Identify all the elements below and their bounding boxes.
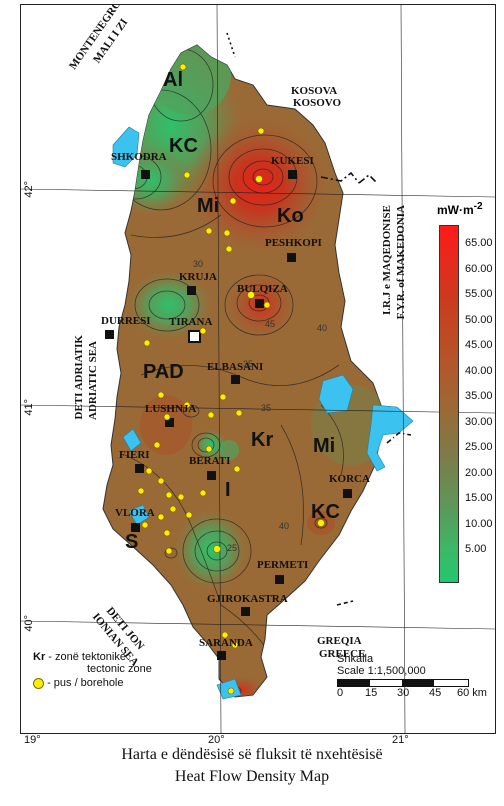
scale-mark: 0 [337, 687, 344, 699]
lagoon-karavasta [122, 428, 142, 452]
legend-tick: 65.00 [465, 237, 493, 249]
label-elbasani: ELBASANI [207, 361, 264, 373]
scale-graphic [337, 679, 469, 687]
zone-ko: Ko [277, 205, 304, 227]
legend-unit-text: mW·m [437, 203, 474, 217]
label-tirana: TIRANA [169, 316, 213, 328]
legend-tick: 35.00 [465, 390, 493, 402]
lagoon-narta [128, 504, 150, 526]
lake-ohrid [318, 374, 354, 414]
scale-bar: Shkalla Scale 1:1,500,000 0 15 30 45 60 … [337, 653, 487, 701]
city-markers [105, 170, 352, 660]
zone-kc-north: KC [169, 135, 198, 157]
zone-mi-south: Mi [313, 435, 336, 457]
contour-label: 25 [227, 543, 238, 553]
contour-label: 40 [279, 521, 290, 531]
label-kosovo-al: KOSOVA [291, 85, 338, 97]
zone-kr: Kr [251, 429, 274, 451]
borehole-symbol-icon [33, 677, 44, 689]
zone-s: S [125, 531, 139, 553]
label-adriatic-en: ADRIATIC SEA [87, 341, 99, 420]
label-peshkopi: PESHKOPI [265, 237, 322, 249]
label-berati: BERATI [189, 455, 231, 467]
label-macedonia-al: I.R.J e MAQEDONISE [381, 205, 393, 316]
symbol-legend-zone-en: tectonic zone [87, 663, 152, 675]
label-gjirokastra: GJIROKASTRA [207, 593, 288, 605]
label-adriatic-al: DETI ADRIATIK [73, 335, 85, 420]
symbol-legend: Kr - zonë tektonike tectonic zone - pus … [33, 651, 152, 689]
label-kruja: KRUJA [179, 271, 217, 283]
legend-unit: mW·m-2 [437, 201, 483, 217]
contour-label: 45 [265, 319, 276, 329]
label-shkodra: SHKODRA [111, 151, 167, 163]
label-permeti: PERMETI [257, 559, 309, 571]
map-caption: Harta e dëndësisë së fluksit të nxehtësi… [0, 744, 504, 788]
contour-label: 35 [261, 403, 272, 413]
label-macedonia-en: F.Y.R. of MAKEDONIA [395, 205, 407, 320]
zone-pad: PAD [143, 361, 184, 383]
contour-label: 35 [243, 359, 254, 369]
scale-mark: 15 [365, 687, 378, 699]
legend-tick: 5.00 [465, 543, 487, 555]
legend-tick: 50.00 [465, 313, 493, 326]
scale-title-al: Shkalla [337, 653, 374, 665]
zone-mi-north: Mi [197, 195, 220, 217]
contour-label: 30 [193, 259, 204, 269]
legend-tick: 15.00 [465, 492, 493, 504]
label-korca: KORCA [329, 473, 370, 485]
label-bulqiza: BULQIZA [237, 283, 288, 295]
caption-title-en: Heat Flow Density Map [174, 768, 330, 785]
legend-tick: 30.00 [465, 415, 493, 428]
label-durresi: DURRESI [101, 315, 151, 327]
legend-tick: 45.00 [465, 339, 493, 351]
legend-tick: 10.00 [465, 517, 493, 530]
symbol-legend-zone: Kr [33, 651, 46, 663]
lon-21-label: 21° [392, 734, 409, 746]
lat-42-label: 42° [23, 181, 35, 198]
lake-prespa [366, 404, 414, 472]
scale-mark: 30 [397, 687, 410, 699]
scale-title-en: Scale 1:1,500,000 [337, 665, 426, 677]
zone-al: Al [163, 69, 183, 91]
contour-label: 40 [317, 323, 328, 333]
label-kukesi: KUKESI [271, 155, 314, 167]
national-borders [226, 32, 412, 606]
borehole-markers [137, 63, 325, 695]
symbol-legend-borehole: - pus / borehole [47, 677, 124, 689]
lat-41-label: 41° [23, 399, 35, 416]
legend-tick: 55.00 [465, 288, 493, 300]
zone-kc-south: KC [311, 501, 340, 523]
label-kosovo-en: KOSOVO [293, 97, 342, 109]
zone-i: I [225, 479, 231, 501]
scale-mark: 60 km [457, 687, 487, 699]
label-greece-en: GREECE [319, 648, 366, 660]
caption-title-al: Harta e dëndësisë së fluksit të nxehtësi… [121, 746, 383, 763]
label-lushnja: LUSHNJA [145, 403, 197, 415]
symbol-legend-zone-al: - zonë tektonike [48, 651, 126, 663]
label-greece-al: GREQIA [317, 635, 362, 647]
lat-40-label: 40° [23, 615, 35, 632]
map-frame: MALI I ZI MONTENEGRO KOSOVA KOSOVO I.R.J… [20, 4, 496, 734]
legend-tick: 25.00 [465, 441, 493, 453]
lake-shkodra [112, 126, 140, 168]
legend-unit-exponent: -2 [473, 201, 483, 212]
map-canvas [21, 5, 495, 733]
legend-tick: 40.00 [465, 364, 493, 377]
label-vlora: VLORA [115, 507, 155, 519]
scale-mark: 45 [429, 687, 442, 699]
lon-20-label: 20° [208, 734, 225, 746]
legend-tick: 60.00 [465, 262, 493, 275]
lon-19-label: 19° [24, 734, 41, 746]
legend-color-bar [439, 225, 459, 583]
legend-tick: 20.00 [465, 466, 493, 479]
graticule [21, 5, 495, 733]
label-fieri: FIERI [119, 449, 150, 461]
label-saranda: SARANDA [199, 637, 253, 649]
